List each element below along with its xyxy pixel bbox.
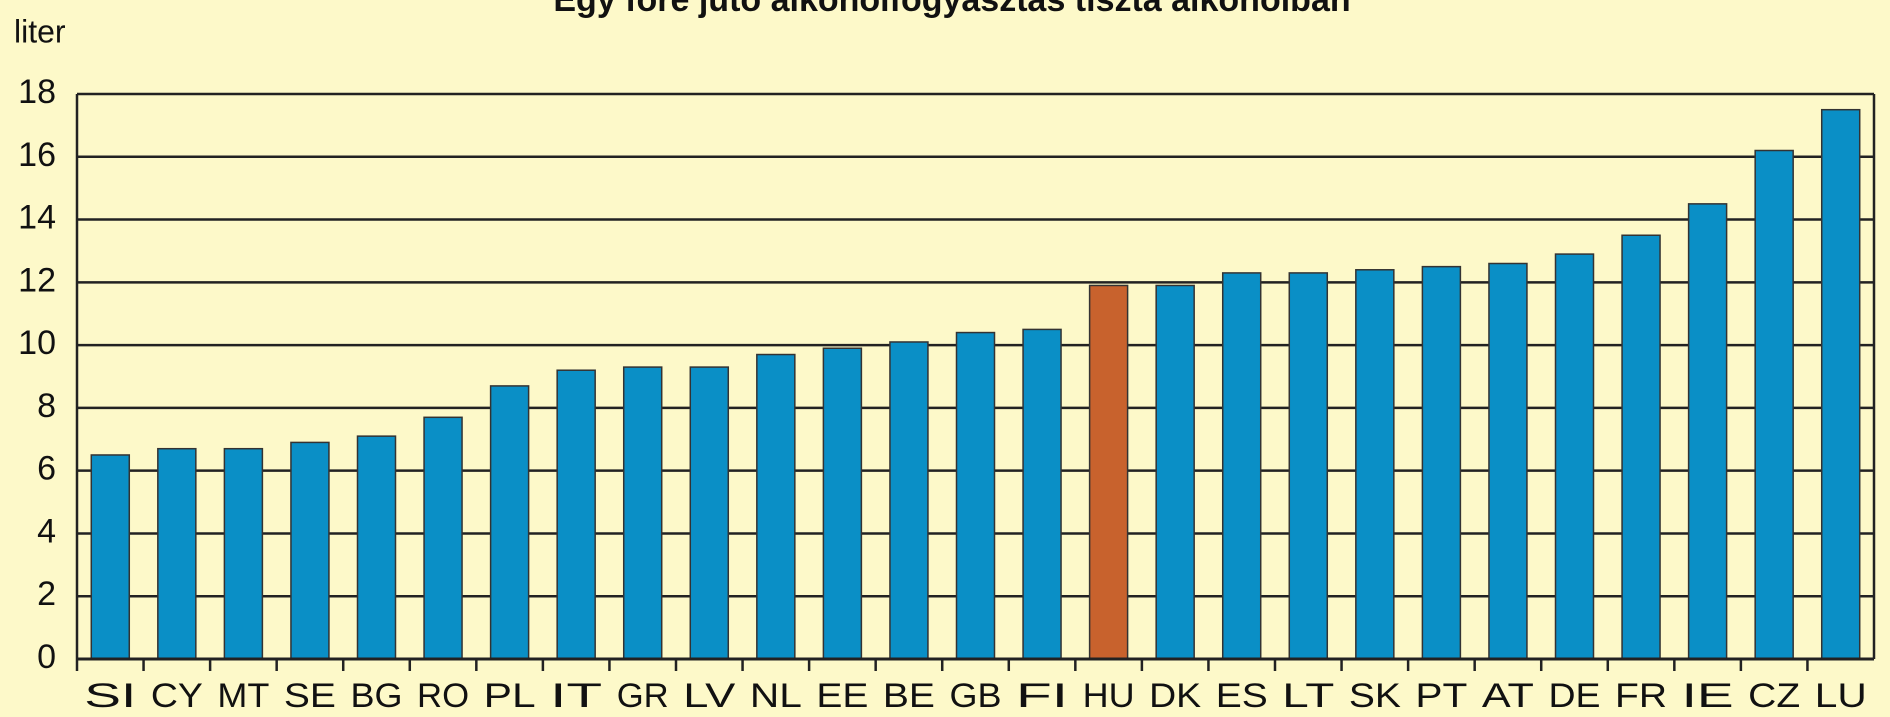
x-tick-label: CZ bbox=[1748, 677, 1800, 715]
x-tick-label: FI bbox=[1016, 677, 1068, 715]
bar bbox=[1355, 269, 1395, 660]
y-tick-label: 16 bbox=[18, 136, 56, 174]
bar bbox=[889, 341, 929, 660]
bar bbox=[157, 447, 197, 660]
x-tick-label: NL bbox=[750, 677, 802, 715]
bar bbox=[423, 416, 463, 660]
y-tick-label: 2 bbox=[37, 575, 56, 613]
bar bbox=[1088, 284, 1129, 660]
x-tick-label: DK bbox=[1149, 677, 1201, 715]
x-tick-label: LT bbox=[1282, 677, 1334, 715]
x-tick-label: IE bbox=[1682, 677, 1734, 715]
x-tick-label: RO bbox=[417, 677, 469, 715]
bar bbox=[1221, 272, 1262, 660]
bar bbox=[290, 441, 330, 660]
bar bbox=[1155, 284, 1195, 660]
x-tick-label: PL bbox=[484, 677, 536, 715]
y-tick-label: 4 bbox=[37, 512, 56, 550]
y-axis-label: liter bbox=[14, 13, 66, 49]
x-tick-label: HU bbox=[1083, 677, 1135, 715]
bar bbox=[1421, 265, 1462, 660]
x-tick-label: SI bbox=[84, 677, 136, 715]
x-tick-label: FR bbox=[1615, 677, 1667, 715]
bar bbox=[223, 447, 264, 660]
chart-title: Egy főre jutó alkoholfogyasztás tiszta a… bbox=[553, 0, 1350, 19]
x-tick-label: IT bbox=[550, 677, 602, 715]
x-tick-label: EE bbox=[816, 677, 868, 715]
y-tick-label: 12 bbox=[18, 261, 56, 299]
bar bbox=[756, 353, 796, 660]
bar bbox=[1022, 328, 1062, 660]
bar bbox=[1488, 262, 1528, 660]
bar bbox=[622, 366, 663, 660]
bar bbox=[955, 331, 996, 660]
bar bbox=[90, 454, 131, 660]
x-tick-label: CY bbox=[151, 677, 203, 715]
bar bbox=[689, 366, 730, 660]
bar bbox=[1288, 272, 1329, 660]
bar bbox=[1687, 203, 1728, 660]
x-tick-label: AT bbox=[1482, 677, 1534, 715]
x-tick-label: GB bbox=[950, 677, 1002, 715]
y-tick-label: 0 bbox=[37, 638, 56, 676]
bar bbox=[556, 369, 596, 660]
bar bbox=[1621, 234, 1661, 660]
y-tick-label: 10 bbox=[18, 324, 56, 362]
x-tick-label: LU bbox=[1815, 677, 1867, 715]
bar bbox=[1820, 108, 1861, 660]
bar bbox=[356, 435, 397, 660]
y-tick-label: 8 bbox=[37, 387, 56, 425]
x-tick-label: LV bbox=[683, 677, 735, 715]
x-tick-label: BE bbox=[883, 677, 935, 715]
x-tick-label: MT bbox=[217, 677, 269, 715]
bar bbox=[1754, 149, 1794, 660]
bar bbox=[1554, 253, 1595, 660]
x-tick-label: GR bbox=[617, 677, 669, 715]
y-tick-label: 18 bbox=[18, 73, 56, 111]
y-tick-label: 6 bbox=[37, 450, 56, 488]
x-tick-label: SK bbox=[1349, 677, 1401, 715]
y-tick-label: 14 bbox=[18, 199, 56, 237]
bar bbox=[822, 347, 863, 660]
x-tick-label: ES bbox=[1216, 677, 1268, 715]
bar bbox=[489, 385, 530, 660]
x-tick-label: PT bbox=[1415, 677, 1467, 715]
x-tick-label: DE bbox=[1549, 677, 1601, 715]
x-tick-label: SE bbox=[284, 677, 336, 715]
x-tick-label: BG bbox=[351, 677, 403, 715]
